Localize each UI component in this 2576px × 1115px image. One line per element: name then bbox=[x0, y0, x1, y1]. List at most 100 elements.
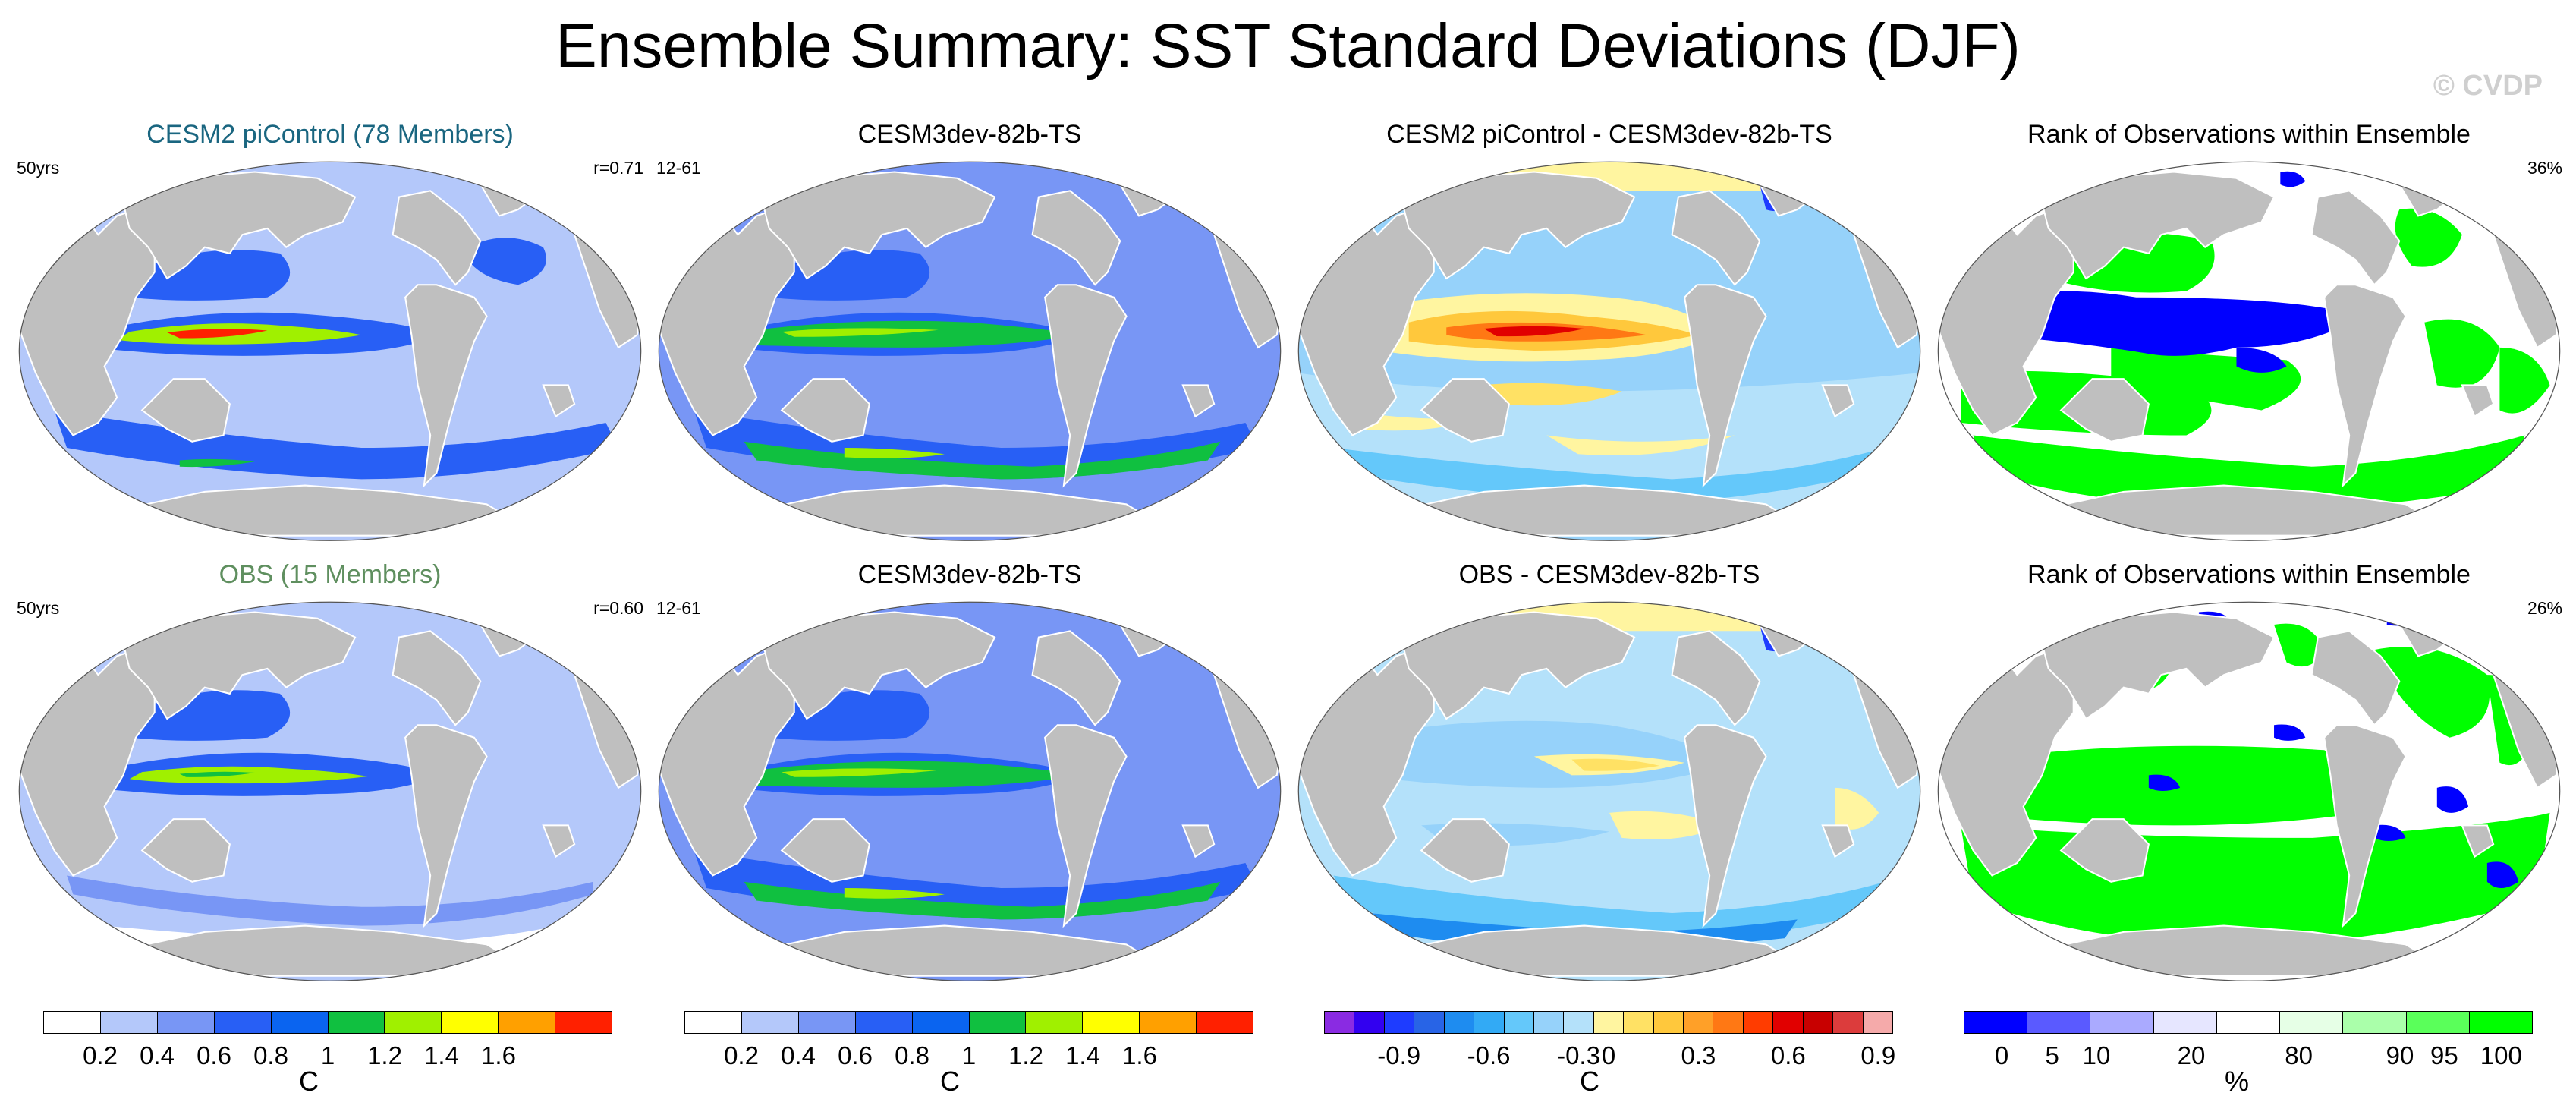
sst-contour bbox=[1483, 383, 1622, 406]
colorbar-tick-label: 0.4 bbox=[140, 1041, 175, 1069]
colorbar-swatch bbox=[100, 1012, 158, 1033]
land-mass bbox=[140, 818, 231, 883]
colorbar-tick-label: 0.8 bbox=[895, 1041, 929, 1069]
land-mass bbox=[542, 824, 576, 858]
panel-right-label: r=0.60 bbox=[593, 598, 643, 618]
colorbar-tick-label: 0 bbox=[1601, 1041, 1616, 1069]
panel-left-label: 50yrs bbox=[17, 158, 60, 178]
colorbar-swatch bbox=[1197, 1012, 1253, 1033]
sst-contour bbox=[2274, 724, 2306, 741]
sst-contour bbox=[129, 766, 368, 784]
colorbar-tick-label: 100 bbox=[2480, 1041, 2522, 1069]
colorbar-tick-label: 1.6 bbox=[1122, 1041, 1157, 1069]
land-mass bbox=[1181, 384, 1216, 418]
colorbar-swatch bbox=[2406, 1012, 2470, 1033]
land-mass bbox=[2059, 818, 2150, 883]
land-mass bbox=[2323, 284, 2407, 488]
colorbar-swatch bbox=[2027, 1012, 2091, 1033]
sst-contour bbox=[2374, 646, 2490, 738]
sst-contour bbox=[1571, 758, 1660, 771]
colorbar-swatch bbox=[1863, 1012, 1893, 1033]
sst-contour bbox=[179, 458, 255, 468]
land-mass bbox=[1031, 630, 1121, 726]
panel-title: OBS (15 Members) bbox=[219, 560, 442, 589]
colorbar-swatch bbox=[1803, 1012, 1834, 1033]
colorbar-swatches bbox=[43, 1011, 612, 1034]
land-mass bbox=[2310, 190, 2401, 286]
colorbar-rank: 0 5 10 20 80 90 95 100% bbox=[1964, 1011, 2533, 1097]
land-mass bbox=[1684, 284, 1767, 488]
sst-contour bbox=[2486, 861, 2519, 889]
map-border bbox=[1937, 161, 2561, 541]
colorbar-swatch bbox=[1964, 1012, 2028, 1033]
sst-contour bbox=[2499, 347, 2550, 414]
colorbar-tick-label: -0.3 bbox=[1557, 1041, 1600, 1069]
sst-contour bbox=[2424, 319, 2500, 388]
sst-contour bbox=[1794, 177, 1810, 189]
sst-contour bbox=[2274, 623, 2325, 667]
sst-contour bbox=[782, 768, 939, 777]
land-mass bbox=[404, 724, 488, 928]
land-mass bbox=[2461, 384, 2495, 418]
map-border bbox=[18, 161, 642, 541]
sst-contour bbox=[1146, 186, 1161, 197]
colorbar-swatch bbox=[2090, 1012, 2154, 1033]
colorbar-swatch bbox=[1444, 1012, 1475, 1033]
colorbar-tick-label: 1.2 bbox=[1008, 1041, 1043, 1069]
colorbar-tick-label: 0.4 bbox=[781, 1041, 816, 1069]
colorbar-swatch bbox=[741, 1012, 799, 1033]
colorbar-swatch bbox=[685, 1012, 742, 1033]
colorbar-swatch bbox=[1414, 1012, 1445, 1033]
figure-title: Ensemble Summary: SST Standard Deviation… bbox=[555, 11, 2021, 80]
world-map bbox=[1297, 601, 1921, 981]
colorbar-tick-label: 0.8 bbox=[253, 1041, 288, 1069]
panel-title: OBS - CESM3dev-82b-TS bbox=[1458, 560, 1760, 589]
sst-contour bbox=[782, 328, 939, 337]
panel-title: CESM3dev-82b-TS bbox=[857, 560, 1082, 589]
sst-contour bbox=[1146, 626, 1161, 637]
land-mass bbox=[1420, 818, 1510, 883]
colorbar-swatch bbox=[798, 1012, 856, 1033]
colorbar-swatch bbox=[1684, 1012, 1714, 1033]
colorbar-unit: C bbox=[1580, 1066, 1599, 1097]
land-mass bbox=[392, 630, 482, 726]
sst-contour bbox=[744, 441, 1221, 480]
sst-contour bbox=[2395, 208, 2462, 267]
colorbar-unit: C bbox=[940, 1066, 960, 1097]
colorbar-swatches bbox=[684, 1011, 1253, 1034]
sst-contour bbox=[719, 320, 1083, 348]
colorbar-unit: C bbox=[299, 1066, 319, 1097]
sst-contour bbox=[167, 329, 268, 339]
sst-contour bbox=[719, 761, 1083, 788]
colorbar-tick-label: -0.9 bbox=[1377, 1041, 1421, 1069]
colorbar-tick-label: -0.6 bbox=[1467, 1041, 1511, 1069]
land-mass bbox=[1401, 171, 1636, 280]
map-border bbox=[1297, 161, 1921, 541]
colorbar-tick-label: 0.6 bbox=[197, 1041, 231, 1069]
map-border bbox=[658, 161, 1282, 541]
colorbar-tick-label: 0.9 bbox=[1860, 1041, 1896, 1069]
colorbar-swatch bbox=[1564, 1012, 1594, 1033]
sst-contour bbox=[2148, 774, 2181, 791]
sst-contour bbox=[844, 448, 945, 458]
land-mass bbox=[404, 284, 488, 488]
colorbar-tick-label: 5 bbox=[2045, 1041, 2059, 1069]
land-mass bbox=[2323, 724, 2407, 928]
land-mass bbox=[1684, 724, 1767, 928]
colorbar-swatch bbox=[385, 1012, 442, 1033]
colorbar-swatch bbox=[969, 1012, 1027, 1033]
land-mass bbox=[2310, 630, 2401, 726]
colorbar-swatch bbox=[157, 1012, 215, 1033]
colorbar-swatch bbox=[2343, 1012, 2407, 1033]
colorbar-tick-label: 1 bbox=[961, 1041, 977, 1069]
colorbar-swatch bbox=[328, 1012, 385, 1033]
colorbar-swatch bbox=[442, 1012, 499, 1033]
sst-contour bbox=[67, 875, 593, 926]
land-mass bbox=[1181, 824, 1216, 858]
land-mass bbox=[140, 378, 231, 443]
colorbar-swatch bbox=[2153, 1012, 2217, 1033]
panel-title: Rank of Observations within Ensemble bbox=[2027, 560, 2471, 589]
panel-right-label: 26% bbox=[2527, 598, 2562, 618]
colorbar-swatch bbox=[1713, 1012, 1744, 1033]
colorbar-swatch bbox=[1653, 1012, 1684, 1033]
